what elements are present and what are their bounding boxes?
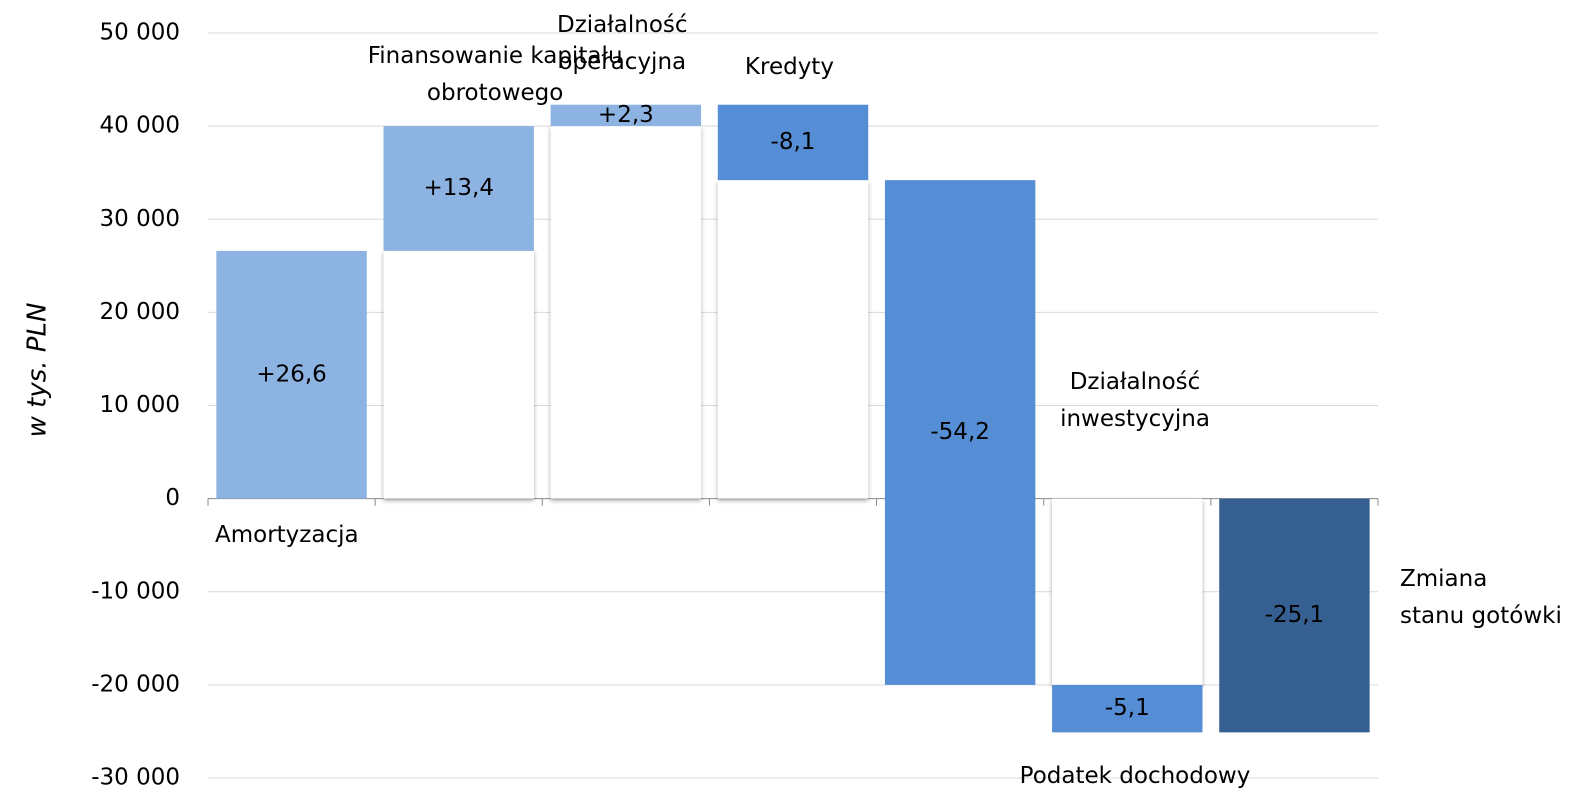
category-label: Kredyty [744, 54, 834, 80]
y-tick-label: 0 [165, 485, 180, 511]
base-bar [383, 250, 534, 499]
category-label: Finansowanie kapitału obrotowego [367, 43, 623, 106]
bar [550, 104, 702, 127]
bar [884, 180, 1036, 685]
base-bar [717, 180, 869, 499]
y-tick-label: 50 000 [100, 20, 180, 46]
value-label: -5,1 [1105, 695, 1150, 721]
bar [1219, 498, 1370, 733]
value-label: +26,6 [256, 361, 326, 387]
bar [383, 126, 534, 251]
bar [216, 250, 367, 499]
base-bar [550, 126, 702, 499]
y-tick-label: -30 000 [91, 765, 180, 791]
category-label: Amortyzacja [215, 522, 359, 548]
value-label: -54,2 [930, 419, 990, 445]
category-label: Działalność inwestycyjna [1060, 369, 1210, 432]
category-label: Podatek dochodowy [1019, 763, 1251, 789]
value-label: -25,1 [1265, 602, 1325, 628]
y-tick-label: -10 000 [91, 578, 180, 604]
value-label: +13,4 [423, 175, 493, 201]
value-label: +2,3 [598, 102, 654, 128]
bar [1052, 684, 1203, 733]
y-tick-label: 10 000 [100, 392, 180, 418]
category-label: Zmiana stanu gotówki [1400, 566, 1562, 629]
bar [717, 104, 869, 181]
y-tick-label: 20 000 [100, 299, 180, 325]
y-tick-label: 40 000 [100, 113, 180, 139]
category-label: Działalność operacyjna [556, 12, 688, 75]
y-tick-label: 30 000 [100, 206, 180, 232]
y-axis-label: w tys. PLN [23, 303, 53, 438]
value-label: -8,1 [771, 129, 816, 155]
base-bar [1052, 498, 1203, 685]
y-tick-label: -20 000 [91, 671, 180, 697]
